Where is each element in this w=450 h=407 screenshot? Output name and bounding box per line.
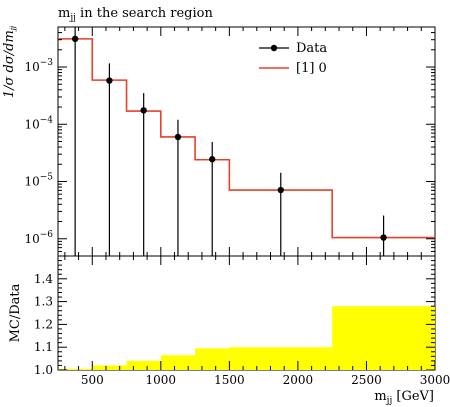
legend-entry-data: Data — [259, 41, 327, 56]
ratio-band-bin — [195, 348, 230, 370]
data-point — [174, 133, 182, 141]
ratio-y-ticks: 1.0 1.1 1.2 1.3 1.4 — [34, 260, 435, 377]
svg-text:1/σ dσ/dmjj: 1/σ dσ/dmjj — [2, 25, 17, 98]
main-y-tick-label: 10−4 — [24, 115, 53, 131]
legend: Data [1] 0 — [259, 41, 327, 76]
data-point — [277, 186, 284, 194]
chart-title: mjj in the search region — [58, 6, 213, 23]
data-point — [71, 35, 79, 43]
ratio-x-tick-label: 3000 — [420, 373, 450, 387]
legend-label-data: Data — [296, 41, 327, 56]
ratio-y-tick-label: 1.3 — [34, 295, 53, 309]
data-point — [106, 77, 113, 84]
main-y-ticks: 10−3 10−4 10−5 10−6 — [24, 26, 435, 257]
data-point — [140, 107, 147, 114]
ratio-band-bin — [58, 368, 93, 370]
mc-step-line — [58, 38, 435, 239]
ratio-band-bin — [126, 360, 161, 370]
main-y-tick-label: 10−3 — [24, 58, 53, 74]
data-point — [380, 234, 387, 241]
main-ylabel: 1/σ dσ/dmjj — [2, 25, 17, 98]
ratio-x-ticks: 500 1000 1500 2000 2500 3000 — [64, 256, 450, 387]
main-y-tick-label: 10−5 — [24, 173, 53, 189]
ratio-y-tick-label: 1.0 — [34, 363, 53, 377]
xlabel: mjj [GeV] — [374, 389, 434, 406]
ratio-marks — [58, 306, 435, 370]
ratio-x-tick-label: 2500 — [351, 373, 382, 387]
main-plot-frame — [57, 26, 436, 257]
svg-text:MC/Data: MC/Data — [8, 283, 23, 342]
legend-entry-mc: [1] 0 — [259, 61, 327, 76]
main-y-tick-label: 10−6 — [24, 230, 53, 246]
ratio-ylabel: MC/Data — [8, 283, 23, 342]
ratio-x-tick-label: 1000 — [146, 373, 177, 387]
ratio-band-bin — [332, 306, 435, 370]
main-marks — [58, 27, 435, 256]
legend-label-mc: [1] 0 — [296, 61, 327, 76]
ratio-band-bin — [229, 347, 333, 370]
ratio-y-tick-label: 1.4 — [34, 272, 53, 286]
ratio-x-tick-label: 2000 — [283, 373, 314, 387]
ratio-y-tick-label: 1.1 — [34, 340, 53, 354]
main-x-ticks — [64, 27, 436, 256]
ratio-x-tick-label: 1500 — [214, 373, 245, 387]
ratio-x-tick-label: 500 — [81, 373, 104, 387]
ratio-band-bin — [160, 355, 196, 370]
ratio-band-bin — [92, 365, 127, 370]
data-point — [209, 156, 216, 163]
ratio-y-tick-label: 1.2 — [34, 317, 53, 331]
